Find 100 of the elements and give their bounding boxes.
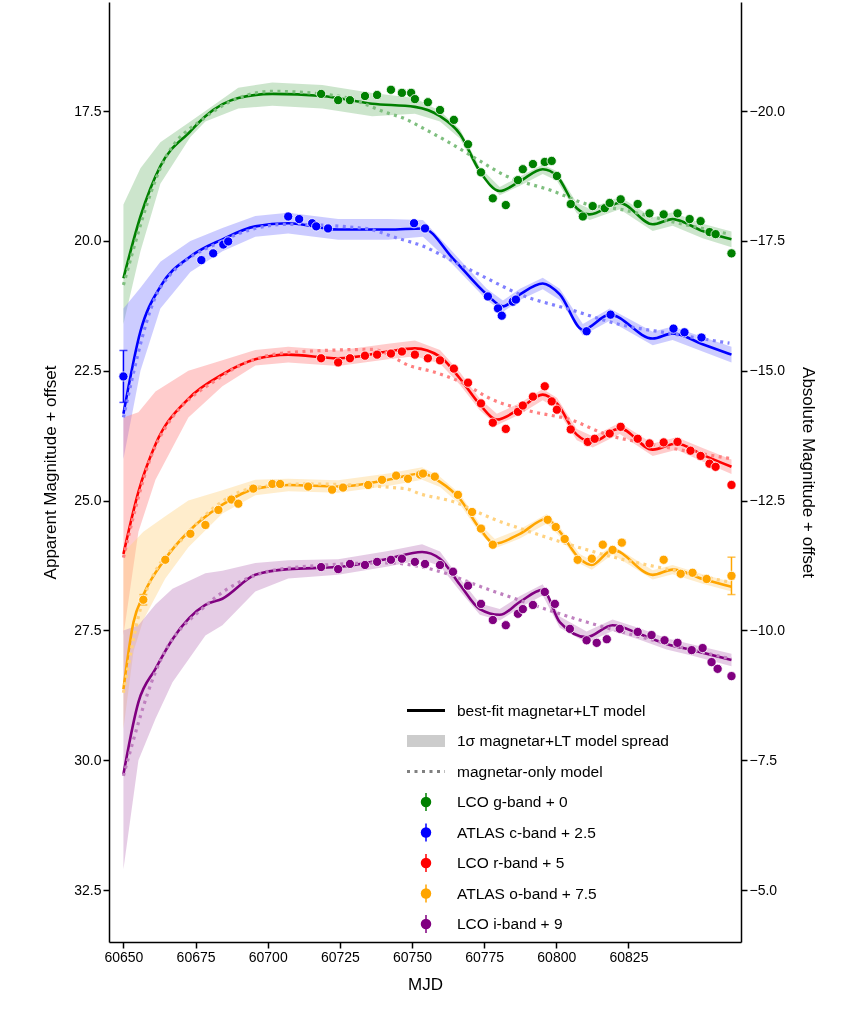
point bbox=[208, 248, 219, 259]
point bbox=[500, 620, 511, 631]
point bbox=[275, 478, 286, 489]
point bbox=[462, 377, 474, 388]
point bbox=[601, 634, 612, 645]
point bbox=[564, 623, 575, 634]
point bbox=[196, 255, 207, 266]
point bbox=[391, 470, 402, 481]
point bbox=[672, 436, 683, 447]
point bbox=[572, 554, 583, 565]
point bbox=[679, 327, 690, 338]
point bbox=[385, 348, 396, 359]
x-tick-label: 60825 bbox=[609, 948, 649, 965]
point bbox=[644, 208, 655, 219]
point bbox=[487, 417, 498, 428]
point bbox=[452, 489, 463, 500]
point bbox=[385, 84, 396, 95]
point bbox=[614, 623, 625, 634]
point bbox=[435, 559, 446, 570]
x-tick-label: 60725 bbox=[320, 948, 361, 965]
point bbox=[675, 568, 686, 579]
point bbox=[539, 586, 550, 597]
point bbox=[429, 471, 440, 482]
y-tick-label: 30.0 bbox=[74, 751, 102, 768]
point bbox=[696, 332, 707, 343]
point bbox=[185, 528, 196, 539]
point bbox=[726, 248, 737, 259]
point bbox=[467, 506, 478, 517]
point bbox=[517, 604, 528, 615]
point bbox=[475, 398, 486, 409]
point bbox=[697, 643, 708, 654]
point bbox=[118, 371, 129, 382]
point bbox=[409, 349, 420, 360]
legend-label: LCO g-band + 0 bbox=[457, 793, 569, 810]
point bbox=[527, 159, 538, 170]
point bbox=[226, 494, 237, 505]
point bbox=[409, 218, 420, 229]
annotation: 1σ magnetar+LT model spread bbox=[457, 732, 669, 749]
point bbox=[376, 474, 388, 485]
point bbox=[710, 229, 721, 240]
point bbox=[551, 404, 562, 415]
point bbox=[327, 484, 338, 495]
point bbox=[385, 554, 396, 565]
point bbox=[672, 637, 683, 648]
legend-label: LCO r-band + 5 bbox=[457, 854, 565, 871]
point bbox=[607, 544, 618, 555]
point bbox=[591, 637, 602, 648]
point bbox=[294, 214, 305, 225]
point bbox=[604, 428, 615, 439]
point bbox=[658, 554, 669, 565]
y2-tick-label: −10.0 bbox=[749, 621, 786, 638]
point bbox=[616, 537, 627, 548]
point bbox=[422, 353, 433, 364]
point bbox=[684, 214, 695, 225]
point bbox=[487, 539, 498, 550]
point bbox=[517, 400, 528, 411]
point bbox=[712, 663, 723, 674]
point bbox=[359, 350, 370, 361]
x-tick-label: 60800 bbox=[537, 948, 577, 965]
point bbox=[542, 514, 553, 525]
point bbox=[487, 193, 498, 204]
point bbox=[615, 194, 626, 205]
point bbox=[344, 95, 355, 106]
point bbox=[333, 564, 344, 575]
point bbox=[213, 504, 224, 515]
point bbox=[659, 635, 670, 646]
x-tick-label: 60775 bbox=[465, 948, 505, 965]
y-tick-label: 17.5 bbox=[74, 102, 102, 119]
point bbox=[549, 598, 560, 609]
point bbox=[726, 570, 737, 581]
point bbox=[333, 95, 344, 106]
point bbox=[396, 553, 407, 564]
point bbox=[577, 211, 588, 222]
point bbox=[311, 221, 322, 232]
y2-tick-label: −15.0 bbox=[749, 362, 786, 379]
point bbox=[200, 519, 211, 530]
y2-tick-label: −5.0 bbox=[749, 881, 778, 898]
legend-label: LCO i-band + 9 bbox=[457, 915, 563, 932]
point bbox=[396, 346, 407, 357]
point bbox=[685, 445, 696, 456]
point bbox=[589, 433, 600, 444]
point bbox=[710, 461, 721, 472]
point bbox=[581, 326, 592, 337]
point bbox=[422, 97, 433, 108]
point bbox=[517, 164, 528, 175]
point bbox=[615, 421, 626, 432]
point bbox=[372, 556, 383, 567]
point bbox=[344, 558, 355, 569]
point bbox=[672, 208, 683, 219]
point bbox=[462, 580, 474, 591]
point bbox=[396, 87, 407, 98]
point bbox=[632, 433, 643, 444]
legend-label: ATLAS c-band + 2.5 bbox=[457, 823, 596, 841]
point bbox=[581, 635, 592, 646]
point bbox=[644, 438, 655, 449]
point bbox=[646, 630, 657, 641]
point bbox=[363, 479, 374, 490]
point bbox=[160, 554, 171, 565]
y2-tick-label: −20.0 bbox=[749, 102, 786, 119]
point bbox=[668, 323, 679, 334]
